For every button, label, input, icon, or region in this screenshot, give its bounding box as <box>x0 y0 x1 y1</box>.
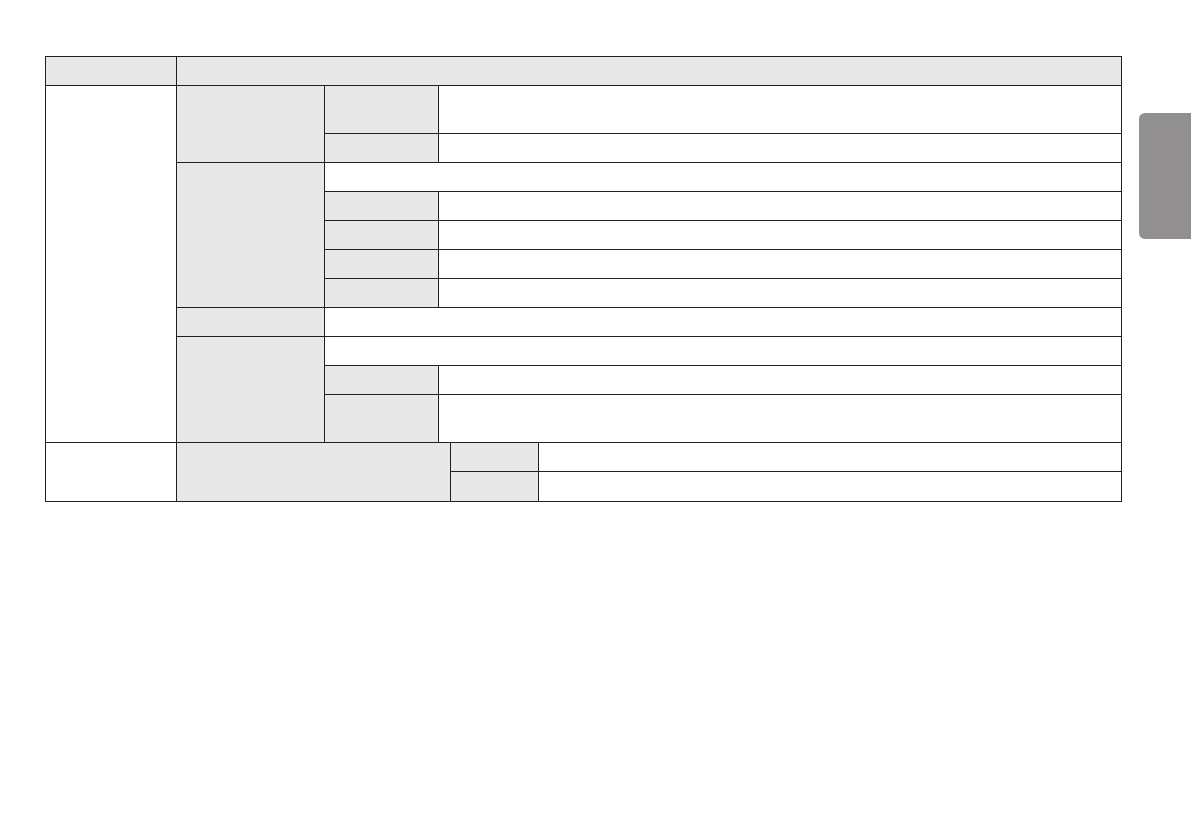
table-cell <box>324 307 1122 338</box>
table-header-cell <box>176 162 326 309</box>
table-cell <box>45 85 178 444</box>
table-cell <box>438 191 1122 222</box>
table-cell <box>438 249 1122 280</box>
table-header-cell <box>324 220 440 251</box>
table-cell <box>438 133 1122 164</box>
table-header-cell <box>45 56 178 87</box>
table-cell <box>45 442 178 502</box>
table-header-cell <box>324 365 440 396</box>
section-side-tab <box>1139 113 1191 239</box>
table-cell <box>324 162 1122 193</box>
table-header-cell <box>324 191 440 222</box>
table-cell <box>438 394 1122 444</box>
table-cell <box>438 85 1122 135</box>
table-header-cell <box>324 133 440 164</box>
table-cell <box>438 220 1122 251</box>
table-cell <box>538 471 1122 502</box>
table-header-cell <box>176 56 1122 87</box>
table-cell <box>438 365 1122 396</box>
table-header-cell <box>450 442 540 473</box>
table-header-cell <box>176 442 452 502</box>
table-header-cell <box>324 249 440 280</box>
table-cell <box>324 336 1122 367</box>
table-cell <box>438 278 1122 309</box>
table-header-cell <box>324 278 440 309</box>
table-header-cell <box>324 85 440 135</box>
table-header-cell <box>176 336 326 444</box>
table-header-cell <box>176 85 326 164</box>
table-header-cell <box>176 307 326 338</box>
table-cell <box>538 442 1122 473</box>
table-header-cell <box>324 394 440 444</box>
table-header-cell <box>450 471 540 502</box>
